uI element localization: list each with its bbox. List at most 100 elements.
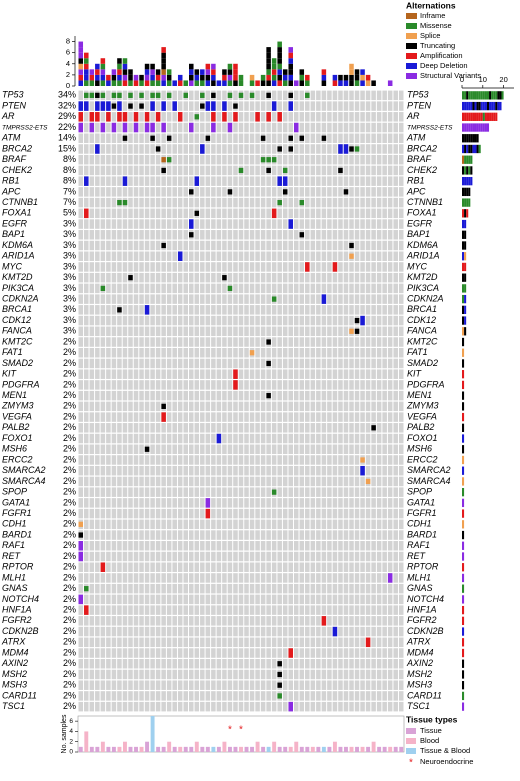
empty-cell (177, 626, 183, 637)
alteration-cell (266, 92, 271, 98)
empty-cell (354, 508, 360, 519)
sample-bar-segment (100, 63, 106, 70)
empty-cell (338, 90, 343, 101)
empty-cell (349, 487, 354, 497)
empty-cell (78, 401, 84, 412)
empty-cell (288, 465, 293, 476)
empty-cell (133, 165, 139, 176)
empty-cell (189, 197, 194, 208)
empty-cell (288, 240, 293, 251)
empty-cell (282, 305, 288, 315)
empty-cell (282, 583, 288, 594)
gene-label: RAF1 (407, 540, 430, 550)
empty-cell (161, 551, 166, 562)
empty-cell (78, 433, 84, 444)
alteration-cell (332, 262, 338, 272)
empty-cell (117, 122, 122, 133)
sample-bar-segment (122, 74, 128, 81)
gene-bar-segment (472, 112, 475, 121)
empty-cell (244, 594, 249, 605)
gene-bar-segment (472, 144, 475, 154)
gene-percent: 22% (58, 122, 76, 132)
empty-cell (172, 562, 177, 572)
empty-cell (360, 240, 365, 251)
empty-cell (398, 626, 404, 637)
empty-cell (332, 465, 338, 476)
empty-cell (222, 154, 227, 165)
empty-cell (106, 337, 111, 347)
empty-cell (139, 154, 144, 165)
empty-cell (249, 701, 255, 712)
empty-cell (387, 423, 393, 433)
empty-cell (106, 465, 111, 476)
empty-cell (100, 680, 106, 690)
alteration-cell (144, 122, 150, 133)
alteration-cell (277, 661, 282, 667)
empty-cell (161, 176, 166, 186)
empty-cell (393, 347, 398, 358)
empty-cell (393, 605, 398, 615)
empty-cell (177, 283, 183, 294)
empty-cell (161, 701, 166, 712)
empty-cell (260, 176, 266, 186)
empty-cell (255, 176, 260, 186)
gene-label: FANCA (2, 326, 32, 336)
empty-cell (249, 305, 255, 315)
empty-cell (205, 551, 211, 562)
empty-cell (227, 701, 233, 712)
empty-cell (238, 562, 244, 572)
empty-cell (222, 187, 227, 197)
empty-cell (150, 294, 155, 304)
empty-cell (316, 294, 321, 304)
empty-cell (305, 197, 310, 208)
gene-percent: 3% (63, 240, 76, 250)
empty-cell (161, 133, 166, 144)
empty-cell (194, 412, 200, 422)
empty-cell (310, 476, 316, 487)
sample-bar-segment (117, 69, 122, 75)
empty-cell (200, 401, 205, 412)
empty-cell (332, 541, 338, 551)
empty-cell (166, 305, 172, 315)
empty-cell (382, 412, 387, 422)
empty-cell (100, 551, 106, 562)
empty-cell (216, 626, 222, 637)
empty-cell (84, 519, 89, 530)
alteration-cell (106, 112, 111, 122)
empty-cell (365, 433, 371, 444)
empty-cell (200, 326, 205, 337)
gene-bar-segment (470, 112, 473, 121)
alteration-cell (277, 199, 282, 206)
empty-cell (100, 669, 106, 680)
empty-cell (327, 154, 332, 165)
gene-bar-segment (462, 123, 465, 132)
empty-cell (183, 562, 189, 572)
alteration-cell (150, 92, 155, 98)
empty-cell (255, 144, 260, 154)
empty-cell (84, 305, 89, 315)
legend-label: Inframe (420, 11, 445, 20)
empty-cell (233, 187, 238, 197)
empty-cell (354, 240, 360, 251)
empty-cell (260, 390, 266, 401)
empty-cell (266, 433, 271, 444)
empty-cell (271, 337, 277, 347)
empty-cell (117, 616, 122, 626)
empty-cell (349, 412, 354, 422)
empty-cell (177, 90, 183, 101)
empty-cell (194, 487, 200, 497)
empty-cell (288, 390, 293, 401)
empty-cell (216, 476, 222, 487)
empty-cell (177, 230, 183, 240)
empty-cell (89, 616, 95, 626)
empty-cell (349, 197, 354, 208)
empty-cell (161, 197, 166, 208)
empty-cell (122, 326, 128, 337)
empty-cell (211, 305, 216, 315)
empty-cell (106, 144, 111, 154)
empty-cell (343, 616, 349, 626)
empty-cell (349, 401, 354, 412)
empty-cell (305, 283, 310, 294)
empty-cell (249, 165, 255, 176)
gene-label: KDM6A (407, 240, 438, 250)
